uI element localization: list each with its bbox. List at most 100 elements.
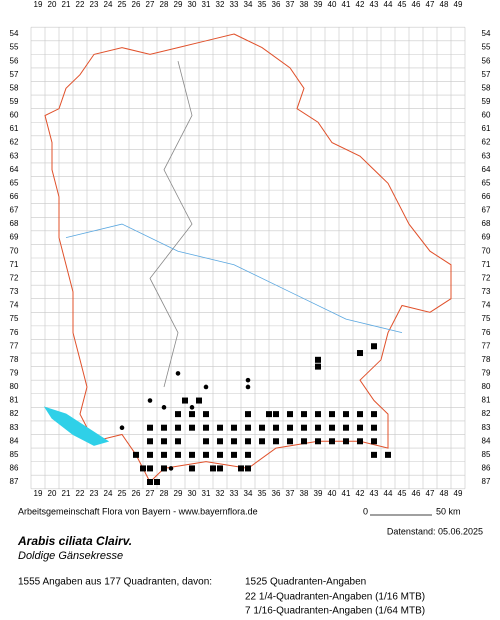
record-dot (203, 384, 209, 390)
x-label: 39 (314, 0, 323, 9)
y-label: 72 (10, 273, 19, 282)
x-label: 47 (426, 0, 435, 9)
x-label: 49 (454, 489, 463, 498)
record-square (301, 438, 307, 445)
x-label: 41 (342, 0, 351, 9)
x-label: 34 (244, 0, 253, 9)
detail: 22 1/4-Quadranten-Angaben (1/16 MTB) (245, 592, 425, 603)
y-label: 78 (482, 355, 491, 364)
record-dot (119, 425, 125, 430)
record-square (140, 465, 146, 472)
record-square (217, 451, 223, 458)
record-square (189, 465, 195, 472)
y-label: 87 (10, 477, 19, 486)
x-label: 20 (48, 489, 57, 498)
x-label: 24 (104, 0, 113, 9)
scale-start: 0 (363, 506, 368, 516)
x-label: 41 (342, 489, 351, 498)
x-label: 19 (34, 489, 43, 498)
x-label: 44 (384, 489, 393, 498)
record-square (329, 411, 335, 418)
record-square (343, 438, 349, 445)
y-label: 59 (10, 97, 19, 106)
x-label: 20 (48, 0, 57, 9)
record-square (203, 438, 209, 445)
y-label: 69 (10, 233, 19, 242)
y-label: 66 (482, 192, 491, 201)
x-label: 23 (90, 489, 99, 498)
y-label: 86 (482, 464, 491, 473)
record-square (147, 451, 153, 458)
y-label: 77 (482, 341, 491, 350)
y-label: 76 (482, 328, 491, 337)
y-label: 58 (10, 83, 19, 92)
record-square (147, 479, 153, 485)
y-label: 60 (482, 111, 491, 120)
x-label: 43 (370, 0, 379, 9)
y-label: 55 (482, 43, 491, 52)
x-label: 30 (188, 0, 197, 9)
x-label: 27 (146, 489, 155, 498)
record-square (371, 411, 377, 418)
record-square (203, 424, 209, 431)
x-label: 25 (118, 489, 127, 498)
record-square (371, 438, 377, 445)
y-label: 85 (10, 450, 19, 459)
y-label: 68 (482, 219, 491, 228)
x-label: 34 (244, 489, 253, 498)
y-label: 63 (10, 151, 19, 160)
x-label: 31 (202, 489, 211, 498)
y-label: 59 (482, 97, 491, 106)
x-label: 32 (216, 0, 225, 9)
x-label: 35 (258, 489, 267, 498)
x-label: 26 (132, 0, 141, 9)
x-label: 37 (286, 489, 295, 498)
y-label: 75 (482, 314, 491, 323)
x-label: 28 (160, 0, 169, 9)
record-square (357, 411, 363, 418)
record-square (371, 424, 377, 431)
region-border (149, 61, 193, 388)
x-label: 47 (426, 489, 435, 498)
record-square (189, 424, 195, 431)
y-label: 56 (10, 56, 19, 65)
x-label: 22 (76, 0, 85, 9)
record-square (273, 438, 279, 445)
x-label: 24 (104, 489, 113, 498)
y-label: 57 (482, 70, 491, 79)
lake (43, 406, 110, 446)
x-label: 42 (356, 489, 365, 498)
x-label: 40 (328, 489, 337, 498)
y-label: 73 (10, 287, 19, 296)
record-square (210, 465, 216, 472)
y-label: 82 (482, 409, 491, 418)
record-square (175, 411, 181, 418)
record-square (287, 411, 293, 418)
record-square (315, 356, 321, 363)
record-square (245, 465, 251, 472)
record-square (161, 465, 167, 472)
record-dot (217, 466, 223, 471)
x-label: 49 (454, 0, 463, 9)
y-label: 84 (10, 436, 19, 445)
x-label: 21 (62, 489, 71, 498)
record-square (273, 411, 279, 418)
x-label: 22 (76, 489, 85, 498)
record-square (357, 438, 363, 445)
date: Datenstand: 05.06.2025 (387, 526, 483, 536)
x-label: 36 (272, 489, 281, 498)
x-label: 48 (440, 0, 449, 9)
x-label: 27 (146, 0, 155, 9)
record-square (161, 424, 167, 431)
y-label: 74 (482, 301, 491, 310)
record-square (196, 397, 202, 404)
x-label: 33 (230, 0, 239, 9)
y-label: 64 (482, 165, 491, 174)
record-square (343, 424, 349, 431)
x-label: 40 (328, 0, 337, 9)
x-label: 19 (34, 0, 43, 9)
record-dot (168, 466, 174, 471)
y-label: 84 (482, 436, 491, 445)
y-label: 71 (482, 260, 491, 269)
record-square (245, 424, 251, 431)
